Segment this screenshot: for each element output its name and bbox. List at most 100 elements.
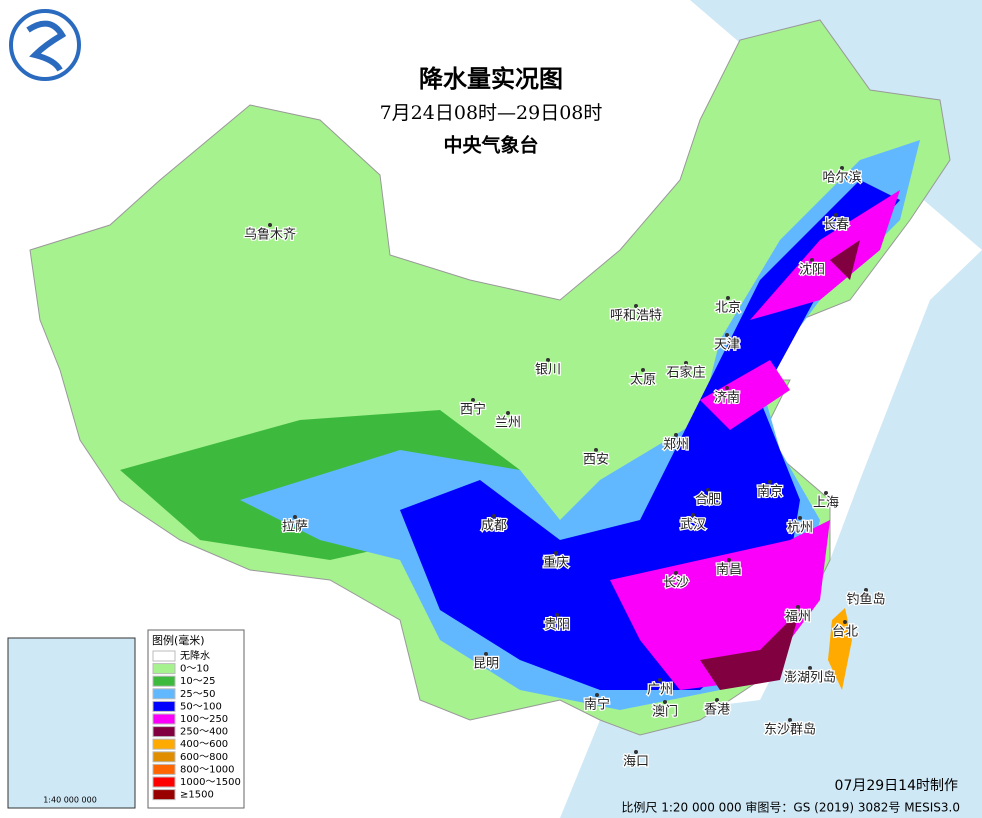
city-label: 长沙 — [663, 576, 689, 591]
city-label: 贵阳 — [544, 618, 570, 633]
city-dot — [555, 613, 559, 617]
city-label: 南宁 — [584, 697, 610, 713]
legend-label: 250～400 — [180, 727, 228, 738]
city-dot — [641, 368, 645, 372]
heavy-rain-area — [610, 190, 900, 690]
city-dot — [634, 304, 638, 308]
legend-label: 100～250 — [180, 714, 228, 725]
city-dot — [658, 678, 662, 682]
city-label: 银川 — [535, 363, 561, 378]
city-label: 南京 — [757, 484, 783, 500]
city-label: 郑州 — [663, 438, 689, 453]
city-label: 澎湖列岛 — [784, 670, 836, 686]
city-label: 上海 — [813, 496, 839, 511]
city-label: 西宁 — [460, 402, 486, 418]
city-dot — [788, 718, 792, 722]
city-label: 沈阳 — [799, 263, 825, 278]
city-dot — [725, 333, 729, 337]
city-dot — [715, 698, 719, 702]
city-label: 乌鲁木齐 — [244, 227, 296, 243]
city-dot — [634, 750, 638, 754]
legend-label: ≥1500 — [180, 790, 214, 801]
city-label: 拉萨 — [282, 520, 308, 535]
city-dot — [595, 693, 599, 697]
legend-label: 无降水 — [180, 649, 210, 662]
city-label: 武汉 — [680, 518, 706, 533]
city-dot — [706, 488, 710, 492]
city-label: 海口 — [623, 755, 649, 770]
city-dot — [843, 620, 847, 624]
city-dot — [594, 448, 598, 452]
city-dot — [554, 551, 558, 555]
inset-map — [7, 637, 136, 809]
legend-swatch — [152, 789, 176, 801]
city-dot — [674, 571, 678, 575]
city-dot — [768, 480, 772, 484]
city-dot — [725, 386, 729, 390]
city-dot — [471, 398, 475, 402]
city-dot — [864, 588, 868, 592]
legend-label: 600～800 — [180, 752, 228, 763]
city-label: 东沙群岛 — [764, 722, 816, 738]
made-time: 07月29日14时制作 — [835, 778, 958, 794]
legend-label: 50～100 — [180, 701, 222, 712]
city-label: 呼和浩特 — [610, 309, 662, 324]
city-label: 合肥 — [695, 493, 721, 508]
legend-label: 800～1000 — [180, 764, 235, 775]
city-label: 兰州 — [495, 416, 521, 431]
city-label: 长春 — [823, 218, 849, 233]
city-dot — [663, 700, 667, 704]
city-dot — [684, 361, 688, 365]
city-label: 西安 — [583, 453, 609, 468]
city-dot — [810, 258, 814, 262]
city-dot — [691, 513, 695, 517]
legend-swatch — [152, 663, 176, 675]
city-dot — [726, 296, 730, 300]
city-dot — [492, 514, 496, 518]
legend-label: 1000～1500 — [180, 777, 241, 788]
city-label: 重庆 — [543, 555, 569, 571]
city-dot — [293, 515, 297, 519]
legend-swatch — [152, 776, 176, 788]
legend-swatch — [152, 713, 176, 725]
city-dot — [506, 411, 510, 415]
taiwan — [828, 608, 852, 690]
city-dot — [834, 213, 838, 217]
legend-label: 25～50 — [180, 689, 215, 700]
logo-mark — [26, 20, 67, 72]
city-label: 济南 — [714, 390, 740, 406]
city-label: 石家庄 — [666, 365, 705, 381]
city-label: 福州 — [785, 610, 811, 625]
city-dot — [268, 223, 272, 227]
title: 降水量实况图 — [419, 65, 563, 93]
city-dot — [796, 605, 800, 609]
subtitle: 7月24日08时—29日08时 — [380, 102, 603, 124]
city-dot — [727, 558, 731, 562]
city-label: 太原 — [630, 373, 656, 388]
city-dot — [798, 516, 802, 520]
city-label: 香港 — [704, 703, 730, 718]
city-label: 昆明 — [473, 657, 499, 672]
legend-swatch — [152, 675, 176, 687]
city-label: 杭州 — [787, 521, 813, 536]
legend-swatch — [152, 650, 176, 662]
city-label: 澳门 — [652, 704, 678, 720]
city-dot — [824, 491, 828, 495]
city-label: 南昌 — [716, 562, 742, 578]
city-dot — [840, 166, 844, 170]
city-dot — [808, 666, 812, 670]
city-label: 台北 — [832, 625, 858, 640]
legend-swatch — [152, 763, 176, 775]
city-label: 钓鱼岛 — [846, 592, 885, 608]
legend-swatch — [152, 700, 176, 712]
inset-scale: 1:40 000 000 — [43, 796, 97, 805]
legend-swatch — [152, 688, 176, 700]
city-label: 广州 — [647, 683, 673, 698]
city-label: 哈尔滨 — [822, 170, 861, 186]
scale-note: 比例尺 1:20 000 000 审图号：GS (2019) 3082号 MES… — [621, 800, 960, 815]
legend-label: 0～10 — [180, 664, 209, 675]
legend-swatch — [152, 751, 176, 763]
city-dot — [674, 433, 678, 437]
legend-swatch — [152, 726, 176, 738]
